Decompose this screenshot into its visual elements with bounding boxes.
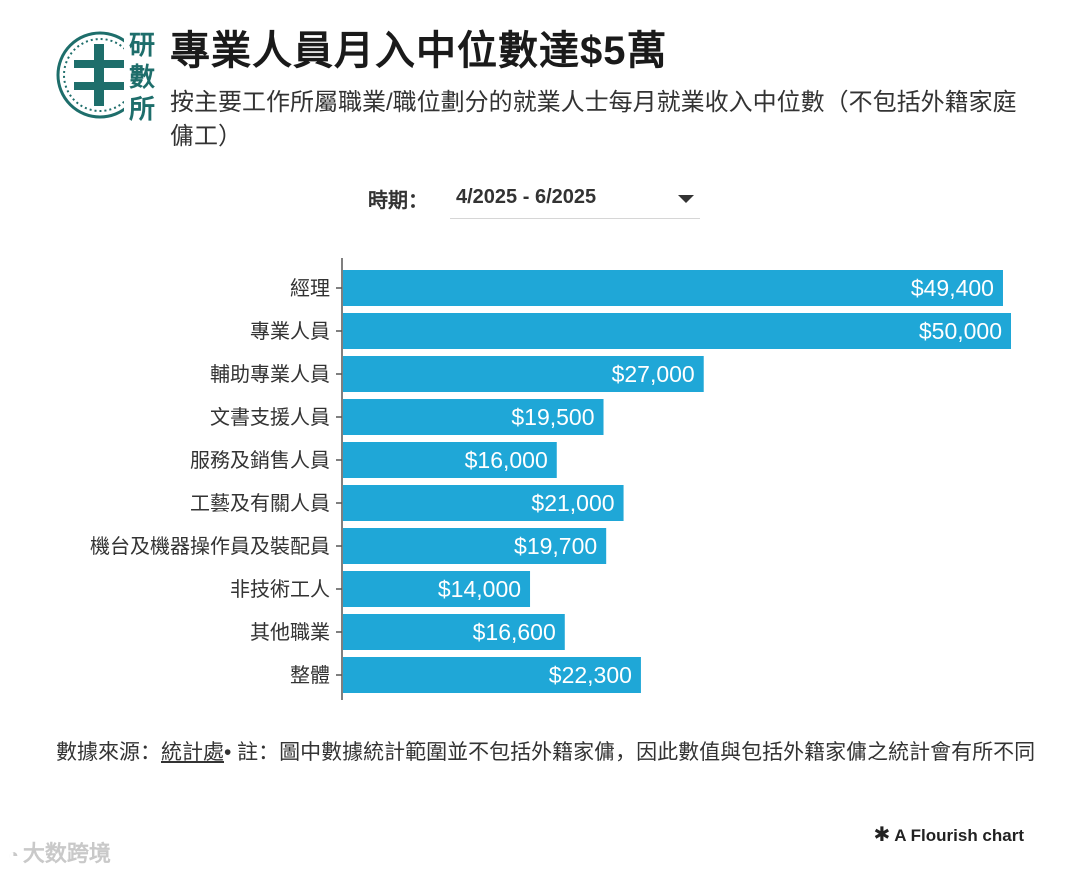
bar[interactable]	[343, 270, 1003, 306]
chart-footer: 數據來源：統計處• 註：圖中數據統計範圍並不包括外籍家傭，因此數值與包括外籍家傭…	[56, 736, 1046, 769]
bar[interactable]	[343, 528, 607, 564]
bar[interactable]	[343, 356, 704, 392]
data-label: $50,000	[919, 318, 1002, 344]
category-label: 其他職業	[250, 620, 330, 644]
flourish-credit[interactable]: ✱ A Flourish chart	[874, 822, 1024, 847]
logo-icon: 研 數 所	[56, 22, 160, 128]
category-label: 服務及銷售人員	[190, 448, 330, 472]
category-label: 文書支援人員	[210, 405, 330, 429]
logo-char-3: 所	[129, 95, 155, 125]
chevron-down-icon	[678, 195, 694, 203]
category-label: 經理	[290, 276, 330, 300]
bar[interactable]	[343, 399, 604, 435]
bar[interactable]	[343, 571, 531, 607]
category-label: 機台及機器操作員及裝配員	[90, 534, 330, 558]
bar[interactable]	[343, 485, 624, 521]
category-label: 輔助專業人員	[210, 362, 330, 386]
period-selected-value: 4/2025 - 6/2025	[456, 186, 597, 208]
watermark-text: 大数跨境	[22, 841, 111, 866]
source-link[interactable]: 統計處	[161, 741, 224, 764]
data-label: $14,000	[438, 576, 521, 602]
data-label: $21,000	[531, 490, 614, 516]
bar-chart: 經理 $49,400 專業人員 $50,000 輔助專業人員 $27,000 文書支援人員 $…	[90, 258, 1011, 700]
credit-text: A Flourish chart	[894, 826, 1024, 845]
logo-char-2: 數	[129, 63, 155, 93]
chart-title: 專業人員月入中位數達$5萬	[170, 29, 668, 73]
data-label: $19,500	[511, 404, 594, 430]
category-label: 專業人員	[250, 319, 330, 343]
category-label: 非技術工人	[230, 577, 330, 601]
watermark: ◔ 大数跨境	[8, 836, 111, 868]
logo-char-1: 研	[129, 31, 155, 61]
footer-note: • 註：圖中數據統計範圍並不包括外籍家傭，因此數值與包括外籍家傭之統計會有所不同	[224, 741, 1036, 764]
period-label: 時期：	[368, 190, 428, 212]
data-label: $19,700	[514, 533, 597, 559]
bar[interactable]	[343, 313, 1011, 349]
source-prefix: 數據來源：	[56, 741, 161, 764]
asterisk-icon: ✱	[873, 824, 891, 846]
data-label: $22,300	[549, 662, 632, 688]
data-label: $49,400	[911, 275, 994, 301]
data-label: $27,000	[612, 361, 695, 387]
bar[interactable]	[343, 442, 557, 478]
data-label: $16,600	[473, 619, 556, 645]
category-label: 整體	[290, 663, 330, 687]
category-label: 工藝及有關人員	[190, 491, 330, 515]
bar[interactable]	[343, 614, 565, 650]
watermark-logo-icon: ◔	[8, 845, 19, 865]
data-label: $16,000	[465, 447, 548, 473]
bar[interactable]	[343, 657, 641, 693]
period-dropdown[interactable]: 4/2025 - 6/2025	[450, 178, 700, 219]
chart-subtitle: 按主要工作所屬職業/職位劃分的就業人士每月就業收入中位數（不包括外籍家庭傭工）	[170, 89, 1017, 150]
